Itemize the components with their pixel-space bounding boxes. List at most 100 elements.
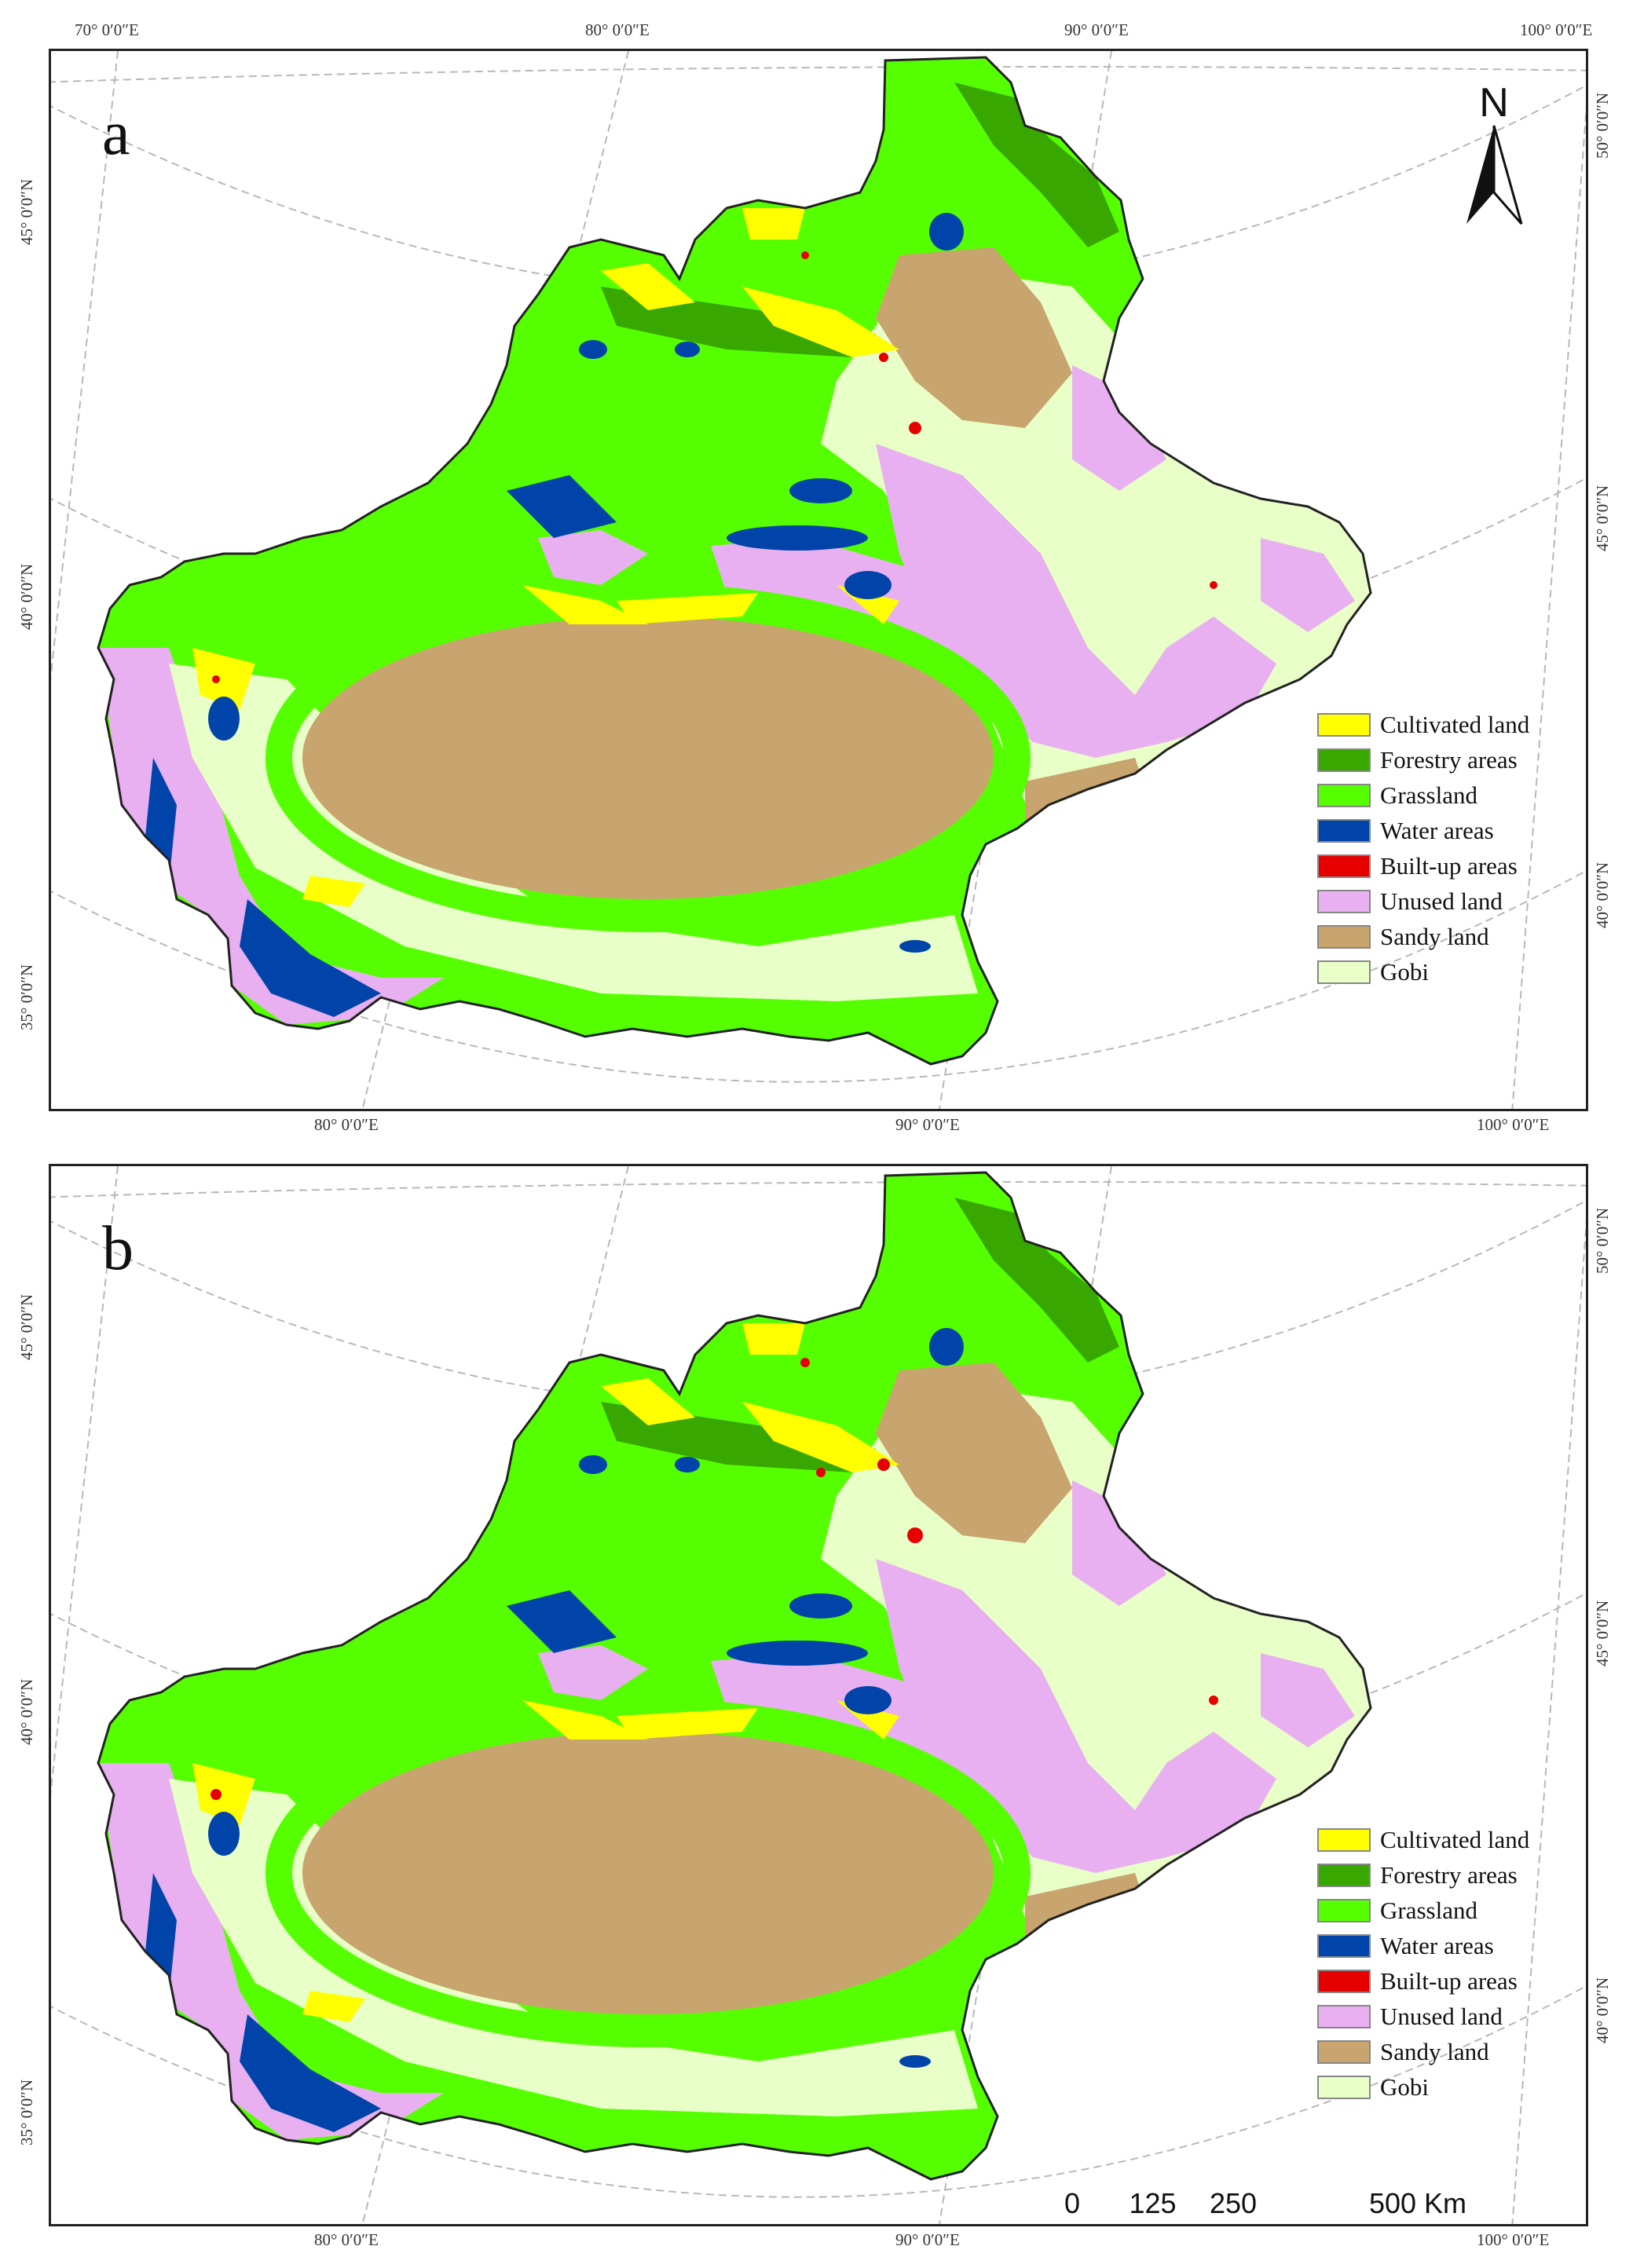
built-up-area [907, 1527, 923, 1543]
sandy-land-area [876, 247, 1072, 428]
grassland-belt [265, 583, 1031, 932]
water-area [208, 697, 240, 741]
unused-land-area [538, 530, 648, 585]
legend-item: Gobi [1317, 954, 1576, 990]
lon-label-top: 80° 0′0″E [585, 20, 650, 39]
legend-item: Grassland [1317, 777, 1576, 813]
legend-label: Unused land [1380, 2002, 1503, 2030]
map-canvas [51, 51, 1586, 1109]
water-area [844, 1686, 892, 1714]
legend-item: Forestry areas [1317, 1857, 1576, 1893]
cultivated-land-area [742, 287, 899, 357]
lat-label-left: 35° 0′0″N [17, 964, 36, 1030]
built-up-area [800, 1358, 810, 1367]
north-label: N [1479, 80, 1509, 126]
scale-label: 125 [1129, 2187, 1177, 2219]
built-up-area [211, 1789, 222, 1800]
legend-item: Built-up areas [1317, 848, 1576, 883]
legend-swatch [1317, 854, 1371, 878]
water-area [929, 213, 964, 251]
unused-land-area [711, 1653, 978, 1763]
legend-item: Built-up areas [1317, 1963, 1576, 1999]
lat-label-left: 45° 0′0″N [17, 178, 36, 245]
built-up-area [1210, 581, 1217, 589]
legend-item: Forestry areas [1317, 742, 1576, 777]
water-area [789, 1593, 852, 1619]
unused-land-area [1261, 1653, 1355, 1747]
legend-label: Built-up areas [1380, 851, 1518, 880]
lon-label-bottom: 80° 0′0″E [314, 1115, 379, 1134]
cultivated-land-area [601, 1378, 695, 1425]
legend-swatch [1317, 1933, 1371, 1958]
cultivated-land-area [302, 1991, 365, 2022]
map-panel-b: b Cultivated land Forestry areas Grasslan… [49, 1164, 1588, 2226]
water-area [899, 940, 931, 953]
legend-swatch [1317, 889, 1371, 913]
built-up-area [909, 422, 921, 434]
land-use-layer [98, 57, 1371, 1064]
meridian-line [51, 1166, 119, 1797]
unused-land-area [538, 1645, 648, 1700]
sandy-land-area [302, 616, 994, 899]
scale-label: 500 Km [1368, 2187, 1467, 2219]
lon-label-bottom: 90° 0′0″E [895, 1115, 960, 1134]
built-up-area [801, 251, 809, 259]
unused-land-area [98, 1763, 444, 2140]
sandy-land-area [876, 1363, 1072, 1543]
legend-swatch [1317, 748, 1371, 772]
cultivated-land-area [192, 1763, 255, 1826]
lat-label-right: 50° 0′0″N [1593, 92, 1612, 159]
lat-label-right: 45° 0′0″N [1593, 1600, 1612, 1666]
legend-label: Water areas [1380, 816, 1494, 844]
water-area [507, 475, 617, 538]
legend: Cultivated land Forestry areas Grassland W… [1317, 1822, 1576, 2105]
legend-label: Cultivated land [1380, 710, 1530, 738]
legend-swatch [1317, 2075, 1371, 2099]
parallel-line [51, 1985, 1586, 2198]
lon-label-top: 70° 0′0″E [75, 20, 139, 39]
cultivated-land-area [522, 1700, 648, 1739]
legend-swatch [1317, 783, 1371, 807]
meridian-line [1511, 1219, 1586, 2224]
built-up-area [816, 1468, 826, 1477]
legend-swatch [1317, 1969, 1371, 1993]
water-area [507, 1590, 617, 1653]
cultivated-land-area [601, 263, 695, 310]
legend-swatch [1317, 1827, 1371, 1852]
cultivated-land-area [302, 876, 365, 907]
legend-swatch [1317, 2039, 1371, 2064]
legend-swatch [1317, 924, 1371, 949]
grassland-belt [265, 1699, 1031, 2047]
water-area [899, 2055, 931, 2068]
legend-label: Forestry areas [1380, 1860, 1518, 1889]
map-canvas [51, 1166, 1586, 2224]
legend: Cultivated land Forestry areas Grassland W… [1317, 707, 1576, 990]
scale-label: 0 [1064, 2187, 1081, 2219]
north-arrow-icon [1466, 125, 1523, 225]
built-up-area [1209, 1696, 1218, 1705]
legend-item: Cultivated land [1317, 1822, 1576, 1857]
gobi-area [169, 1779, 978, 2116]
built-up-area [879, 353, 888, 362]
water-area [579, 1455, 607, 1474]
lat-label-left: 45° 0′0″N [17, 1293, 36, 1360]
sandy-land-area [302, 1732, 994, 2014]
legend-label: Grassland [1380, 781, 1477, 809]
water-area [208, 1812, 240, 1856]
forestry-area [954, 1198, 1119, 1363]
lat-label-left: 40° 0′0″N [17, 563, 36, 630]
built-up-area [212, 675, 220, 683]
legend-label: Forestry areas [1380, 745, 1518, 774]
water-area [990, 931, 1012, 946]
legend-item: Water areas [1317, 813, 1576, 848]
parallel-line [51, 66, 1586, 83]
lon-label-bottom: 100° 0′0″E [1477, 2230, 1550, 2249]
cultivated-land-area [617, 1708, 758, 1739]
water-area [727, 525, 868, 551]
water-area [240, 899, 381, 1017]
region-boundary [97, 56, 1372, 1066]
water-area [675, 342, 700, 357]
lat-label-left: 40° 0′0″N [17, 1678, 36, 1745]
legend-item: Gobi [1317, 2069, 1576, 2105]
legend-label: Cultivated land [1380, 1825, 1530, 1853]
